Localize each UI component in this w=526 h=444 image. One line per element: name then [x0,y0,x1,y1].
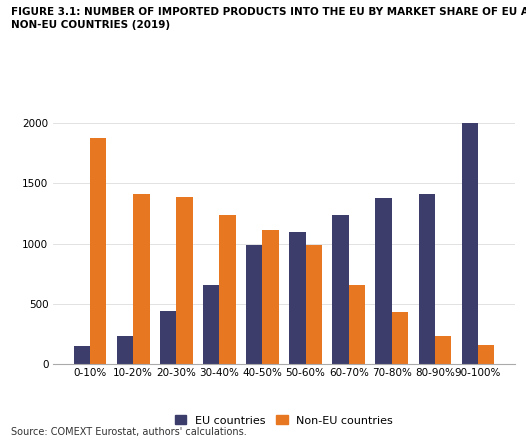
Bar [90,138,106,364]
Bar [176,197,193,364]
Bar [160,311,176,364]
Bar [133,194,149,364]
Bar [74,346,90,364]
Bar [392,312,408,364]
Bar [349,285,365,364]
Bar [332,214,349,364]
Bar [462,123,478,364]
Bar [246,245,262,364]
Bar [419,194,435,364]
Bar [219,214,236,364]
Text: Source: COMEXT Eurostat, authors' calculations.: Source: COMEXT Eurostat, authors' calcul… [11,427,246,437]
Text: NON-EU COUNTRIES (2019): NON-EU COUNTRIES (2019) [11,20,170,30]
Legend: EU countries, Non-EU countries: EU countries, Non-EU countries [175,415,393,426]
Bar [289,231,306,364]
Bar [435,337,451,364]
Bar [117,337,133,364]
Bar [376,198,392,364]
Bar [262,230,279,364]
Bar [306,245,322,364]
Bar [203,285,219,364]
Bar [478,345,494,364]
Text: FIGURE 3.1: NUMBER OF IMPORTED PRODUCTS INTO THE EU BY MARKET SHARE OF EU AND: FIGURE 3.1: NUMBER OF IMPORTED PRODUCTS … [11,7,526,17]
